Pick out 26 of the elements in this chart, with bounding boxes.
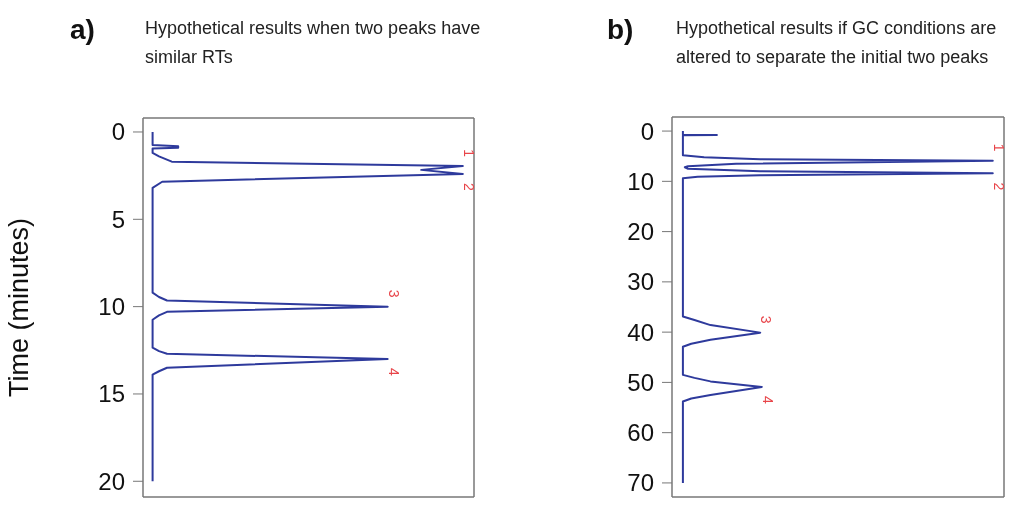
annotation: 2	[460, 182, 477, 191]
annotation: 4	[759, 396, 776, 405]
y-tick-label: 70	[627, 469, 654, 497]
y-tick-label: 50	[627, 368, 654, 396]
y-tick-label: 30	[627, 268, 654, 296]
annotation: 1	[460, 149, 477, 158]
chart-title: a)	[70, 14, 95, 46]
annotation: 3	[385, 289, 402, 298]
chart-subtitle: Hypothetical results if GC conditions are altered to separate the initial two peaks	[676, 17, 998, 69]
y-tick-label: 10	[98, 293, 125, 321]
y-tick-label: 20	[98, 467, 125, 495]
chart-title: b)	[607, 14, 634, 46]
y-tick-label: 40	[627, 318, 654, 346]
y-tick-label: 10	[627, 167, 654, 195]
annotation: 2	[990, 182, 1007, 191]
chart-subtitle: Hypothetical results when two peaks have similar RTs	[145, 17, 482, 69]
y-tick-label: 15	[98, 380, 125, 408]
y-tick-label: 20	[627, 218, 654, 246]
y-tick-label: 0	[111, 118, 125, 146]
y-tick-label: 0	[640, 117, 654, 145]
y-tick-label: 60	[627, 419, 654, 447]
y-tick-label: 5	[111, 205, 125, 233]
annotation: 1	[990, 143, 1007, 152]
y-axis-title: Time (minutes)	[3, 217, 34, 398]
annotation: 3	[758, 315, 775, 324]
annotation: 4	[385, 368, 402, 377]
